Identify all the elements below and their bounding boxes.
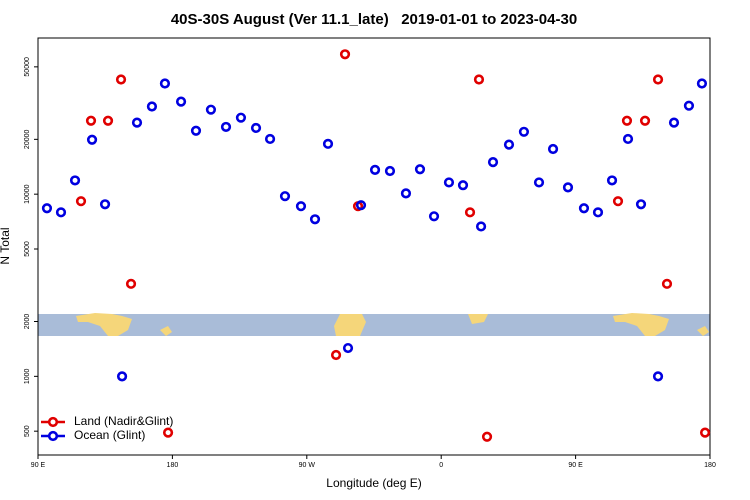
point: [696, 78, 708, 89]
point: [639, 115, 651, 126]
x-tick-label: 90 E: [31, 462, 46, 469]
point: [125, 278, 137, 289]
x-tick-label: 180: [167, 462, 179, 469]
plot-frame: [37, 37, 711, 456]
point: [578, 203, 590, 214]
point: [146, 101, 158, 112]
y-tick-label: 2000: [24, 314, 31, 330]
point: [369, 164, 381, 175]
x-tick-label: 90 W: [299, 462, 316, 469]
point: [342, 342, 354, 354]
point: [322, 138, 334, 149]
point: [621, 115, 633, 126]
point: [503, 139, 515, 150]
point: [414, 164, 426, 175]
point: [116, 371, 128, 382]
point: [384, 165, 396, 177]
point: [443, 177, 455, 188]
point: [85, 115, 97, 126]
point: [175, 96, 187, 107]
point: [99, 199, 111, 210]
point: [295, 201, 307, 212]
point: [668, 117, 680, 128]
y-tick-label: 500: [24, 425, 31, 437]
point: [533, 177, 545, 188]
point: [190, 125, 202, 136]
y-axis-label: N Total: [0, 227, 12, 264]
x-axis-label: Longitude (deg E): [326, 476, 421, 490]
point: [606, 175, 618, 186]
point: [592, 207, 604, 218]
point: [473, 74, 485, 85]
point: [661, 278, 673, 289]
y-tick-label: 10000: [24, 184, 31, 204]
x-tick-label: 90 E: [568, 462, 583, 469]
point: [487, 156, 499, 168]
point: [518, 126, 530, 137]
point: [55, 207, 67, 218]
point: [309, 214, 321, 225]
point: [235, 112, 247, 123]
point: [622, 133, 634, 145]
point: [205, 104, 217, 115]
point: [162, 427, 174, 438]
legend-marker: [47, 430, 59, 442]
point: [75, 196, 87, 207]
point: [635, 199, 647, 210]
point: [69, 175, 81, 186]
point: [159, 78, 171, 89]
point: [612, 196, 624, 207]
x-tick-label: 180: [704, 462, 716, 469]
point: [131, 117, 143, 128]
point: [683, 100, 695, 111]
point: [279, 191, 291, 202]
point: [102, 115, 114, 126]
legend-label: Ocean (Glint): [74, 428, 145, 442]
point: [264, 133, 276, 145]
y-tick-label: 1000: [24, 368, 31, 384]
point: [115, 74, 127, 85]
chart-title: 40S-30S August (Ver 11.1_late) 2019-01-0…: [171, 11, 577, 28]
point: [330, 349, 342, 361]
point: [41, 203, 53, 214]
y-tick-label: 20000: [24, 130, 31, 150]
point: [355, 200, 367, 211]
point: [652, 74, 664, 85]
point: [481, 431, 493, 442]
x-tick-label: 0: [439, 462, 443, 469]
point: [220, 121, 232, 133]
point: [699, 427, 711, 438]
point: [464, 207, 476, 218]
point: [562, 182, 574, 193]
legend-label: Land (Nadir&Glint): [74, 414, 173, 428]
legend-marker: [47, 416, 59, 428]
point: [400, 188, 412, 199]
y-tick-label: 50000: [24, 57, 31, 77]
point: [475, 221, 487, 232]
map-strip: [38, 313, 710, 336]
point: [652, 371, 664, 382]
point: [428, 211, 440, 222]
y-tick-label: 5000: [24, 241, 31, 257]
point: [547, 143, 559, 155]
point: [339, 49, 351, 60]
point: [250, 122, 262, 134]
point: [86, 134, 98, 145]
point: [457, 180, 469, 191]
